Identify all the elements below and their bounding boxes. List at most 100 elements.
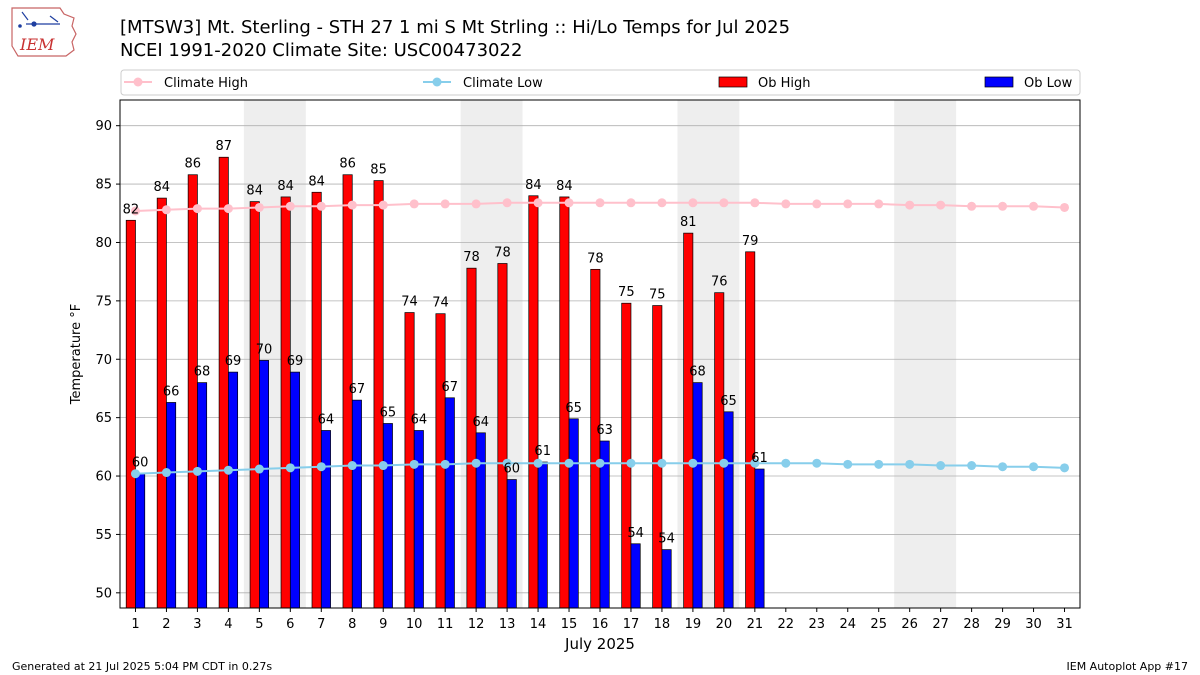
y-tick-label: 60 <box>95 470 112 485</box>
ob-low-bar-label: 65 <box>380 405 397 420</box>
x-tick-label: 20 <box>716 617 733 632</box>
ob-high-bar-label: 78 <box>463 250 480 265</box>
x-tick-label: 5 <box>255 617 263 632</box>
climate-high-point <box>657 198 667 208</box>
y-tick-label: 55 <box>95 528 112 543</box>
ob-low-bar <box>506 479 517 609</box>
ob-low-bar-label: 65 <box>565 401 582 416</box>
climate-high-point <box>223 204 233 214</box>
x-tick-label: 30 <box>1025 617 1042 632</box>
climate-high-point <box>812 199 822 209</box>
ob-low-bar-label: 68 <box>194 365 211 380</box>
climate-high-point <box>378 200 388 210</box>
x-tick-label: 1 <box>131 617 139 632</box>
y-tick-label: 50 <box>95 586 112 601</box>
ob-high-bar <box>714 292 725 609</box>
legend-climate-high-label: Climate High <box>164 76 248 91</box>
y-tick-label: 65 <box>95 411 112 426</box>
ob-low-bar <box>135 473 146 609</box>
legend: Climate High Climate Low Ob High Ob Low <box>120 69 1081 96</box>
ob-high-bar-label: 82 <box>123 202 140 217</box>
ob-high-bar-label: 87 <box>215 139 232 154</box>
climate-high-point <box>874 199 884 209</box>
ob-low-bar-label: 64 <box>411 412 428 427</box>
x-tick-label: 26 <box>901 617 918 632</box>
climate-low-point <box>936 461 946 471</box>
climate-low-point <box>1060 463 1070 473</box>
ob-low-bar <box>661 549 672 609</box>
ob-low-bar <box>382 423 393 609</box>
ob-low-bar-label: 64 <box>318 412 335 427</box>
ob-high-bar-label: 78 <box>587 251 604 266</box>
x-tick-label: 18 <box>654 617 671 632</box>
climate-high-point <box>843 199 853 209</box>
climate-low-point <box>688 458 698 468</box>
ob-low-bar-label: 64 <box>473 415 490 430</box>
iem-logo: IEM <box>11 7 77 57</box>
legend-climate-low-label: Climate Low <box>463 76 543 91</box>
ob-high-bar-label: 75 <box>649 288 666 303</box>
ob-low-bar-label: 63 <box>596 423 613 438</box>
ob-low-bar-label: 67 <box>442 380 459 395</box>
climate-low-point <box>781 458 791 468</box>
climate-high-point <box>688 198 698 208</box>
climate-low-point <box>1029 462 1039 472</box>
y-axis: 50 55 60 65 70 75 80 85 90 <box>95 119 120 601</box>
ob-low-bar-label: 66 <box>163 384 180 399</box>
climate-low-point <box>192 466 202 476</box>
climate-high-point <box>905 200 915 210</box>
ob-low-bar-label: 61 <box>534 444 551 459</box>
climate-low-point <box>440 459 450 469</box>
climate-low-point <box>502 458 512 468</box>
climate-low-point <box>378 461 388 471</box>
x-tick-label: 23 <box>809 617 826 632</box>
ob-low-bar <box>568 418 579 609</box>
ob-low-bar <box>630 543 641 609</box>
x-tick-label: 8 <box>348 617 356 632</box>
ob-low-bar <box>228 371 239 609</box>
ob-high-bar-label: 74 <box>401 295 418 310</box>
climate-low-point <box>254 464 264 474</box>
climate-low-point <box>626 458 636 468</box>
climate-low-point <box>905 459 915 469</box>
climate-high-point <box>130 206 140 216</box>
climate-low-point <box>161 468 171 478</box>
x-tick-label: 3 <box>193 617 201 632</box>
ob-low-bar <box>444 397 455 609</box>
x-tick-label: 9 <box>379 617 387 632</box>
legend-ob-low-label: Ob Low <box>1024 76 1073 91</box>
y-axis-label: Temperature °F <box>69 304 84 405</box>
legend-ob-high-swatch <box>718 76 748 88</box>
ob-high-bar <box>218 156 229 609</box>
ob-high-bar-label: 84 <box>246 184 263 199</box>
climate-high-point <box>1029 201 1039 211</box>
x-tick-label: 10 <box>406 617 423 632</box>
ob-high-bar-label: 76 <box>711 275 728 290</box>
ob-low-bar <box>413 430 424 609</box>
weekend-band <box>894 100 957 608</box>
ob-high-bar <box>249 201 260 609</box>
y-tick-label: 70 <box>95 353 112 368</box>
x-tick-label: 25 <box>870 617 887 632</box>
x-tick-label: 6 <box>286 617 294 632</box>
x-tick-label: 29 <box>994 617 1011 632</box>
climate-high-point <box>192 204 202 214</box>
x-tick-label: 11 <box>437 617 454 632</box>
ob-high-bar <box>683 232 694 609</box>
chart-title: [MTSW3] Mt. Sterling - STH 27 1 mi S Mt … <box>120 17 791 38</box>
ob-low-bar <box>166 402 177 609</box>
climate-low-point <box>843 459 853 469</box>
logo-text: IEM <box>19 35 55 54</box>
x-tick-label: 15 <box>561 617 578 632</box>
climate-low-point <box>812 458 822 468</box>
climate-low-point <box>316 462 326 472</box>
climate-low-point <box>130 469 140 479</box>
climate-low-point <box>595 458 605 468</box>
climate-high-point <box>998 201 1008 211</box>
climate-high-point <box>595 198 605 208</box>
ob-low-bar <box>754 468 765 609</box>
ob-high-bar <box>745 251 756 609</box>
x-tick-label: 2 <box>162 617 170 632</box>
x-tick-label: 28 <box>963 617 980 632</box>
